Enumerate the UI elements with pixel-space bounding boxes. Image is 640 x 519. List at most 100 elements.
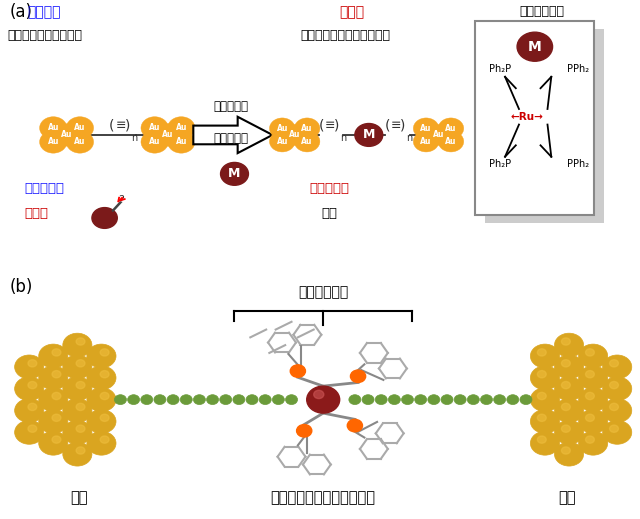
Circle shape: [53, 124, 80, 146]
Circle shape: [554, 442, 584, 466]
Circle shape: [561, 425, 570, 432]
Text: 金属鉗体の: 金属鉗体の: [214, 100, 249, 113]
Circle shape: [87, 409, 116, 433]
Circle shape: [28, 360, 37, 367]
Circle shape: [561, 403, 570, 411]
Circle shape: [538, 349, 546, 356]
Circle shape: [141, 131, 168, 153]
FancyBboxPatch shape: [484, 29, 604, 223]
Circle shape: [413, 118, 439, 139]
Text: ≡: ≡: [115, 119, 126, 132]
Text: ←Ru→: ←Ru→: [511, 112, 543, 122]
Circle shape: [63, 355, 92, 379]
Text: Au: Au: [163, 130, 173, 140]
Text: Au: Au: [289, 130, 300, 140]
Text: Au: Au: [47, 124, 59, 132]
Text: 本研究: 本研究: [339, 5, 364, 19]
Text: ): ): [125, 118, 131, 132]
Circle shape: [586, 371, 595, 378]
Circle shape: [76, 403, 85, 411]
Circle shape: [586, 436, 595, 443]
Circle shape: [100, 436, 109, 443]
Circle shape: [375, 394, 387, 405]
Text: Au: Au: [175, 138, 187, 146]
Text: ): ): [400, 118, 405, 132]
Circle shape: [603, 399, 632, 422]
Circle shape: [87, 366, 116, 390]
Text: ): ): [334, 118, 339, 132]
Text: M: M: [363, 128, 375, 142]
Circle shape: [538, 392, 546, 400]
Circle shape: [269, 131, 295, 152]
Circle shape: [66, 117, 93, 139]
Circle shape: [15, 377, 44, 401]
Circle shape: [66, 131, 93, 153]
Text: 高い伝導度: 高い伝導度: [24, 182, 64, 195]
Circle shape: [282, 125, 307, 145]
Circle shape: [52, 414, 61, 421]
Circle shape: [38, 366, 68, 390]
Text: 電極: 電極: [558, 490, 576, 506]
Circle shape: [15, 420, 44, 444]
Circle shape: [76, 338, 85, 345]
Circle shape: [554, 420, 584, 444]
Circle shape: [520, 394, 532, 405]
Circle shape: [154, 124, 182, 146]
Circle shape: [141, 394, 153, 405]
Text: Ph₂P: Ph₂P: [489, 159, 511, 169]
Circle shape: [63, 377, 92, 401]
Circle shape: [28, 381, 37, 389]
Circle shape: [285, 394, 298, 405]
Circle shape: [52, 349, 61, 356]
Circle shape: [554, 399, 584, 422]
Text: Au: Au: [149, 124, 161, 132]
Circle shape: [193, 394, 205, 405]
Circle shape: [294, 131, 320, 152]
Circle shape: [294, 118, 320, 139]
Text: n: n: [340, 133, 346, 143]
Circle shape: [76, 447, 85, 454]
Circle shape: [507, 394, 519, 405]
Circle shape: [388, 394, 401, 405]
Circle shape: [76, 360, 85, 367]
Circle shape: [603, 377, 632, 401]
Text: PPh₂: PPh₂: [567, 159, 589, 169]
Circle shape: [40, 131, 67, 153]
Circle shape: [87, 388, 116, 412]
Text: 理論予測: 理論予測: [28, 5, 61, 19]
Circle shape: [579, 388, 608, 412]
Text: Au: Au: [420, 137, 432, 146]
Circle shape: [167, 394, 179, 405]
Text: ?: ?: [118, 195, 124, 205]
Circle shape: [87, 431, 116, 455]
Text: (a): (a): [10, 3, 33, 21]
Circle shape: [100, 371, 109, 378]
Circle shape: [355, 124, 383, 146]
Text: Au: Au: [445, 124, 456, 133]
Circle shape: [415, 394, 427, 405]
Text: 高い伝導度: 高い伝導度: [310, 182, 349, 195]
Circle shape: [52, 392, 61, 400]
Circle shape: [76, 381, 85, 389]
Text: Au: Au: [149, 138, 161, 146]
Text: 電極: 電極: [70, 490, 88, 506]
Circle shape: [426, 125, 451, 145]
Circle shape: [481, 394, 493, 405]
Circle shape: [38, 431, 68, 455]
Circle shape: [52, 436, 61, 443]
Circle shape: [493, 394, 506, 405]
Text: 爆発性: 爆発性: [24, 207, 48, 220]
Text: Au: Au: [301, 137, 313, 146]
Circle shape: [579, 344, 608, 368]
Text: 金属鉗体部位: 金属鉗体部位: [519, 5, 564, 18]
Text: (b): (b): [10, 278, 33, 296]
Circle shape: [87, 344, 116, 368]
Text: Au: Au: [74, 138, 86, 146]
Circle shape: [603, 355, 632, 379]
Text: Au: Au: [276, 124, 288, 133]
Circle shape: [579, 366, 608, 390]
Circle shape: [561, 447, 570, 454]
Text: PPh₂: PPh₂: [567, 64, 589, 74]
Text: ドーピング: ドーピング: [214, 132, 249, 145]
Text: Ph₂P: Ph₂P: [489, 64, 511, 74]
